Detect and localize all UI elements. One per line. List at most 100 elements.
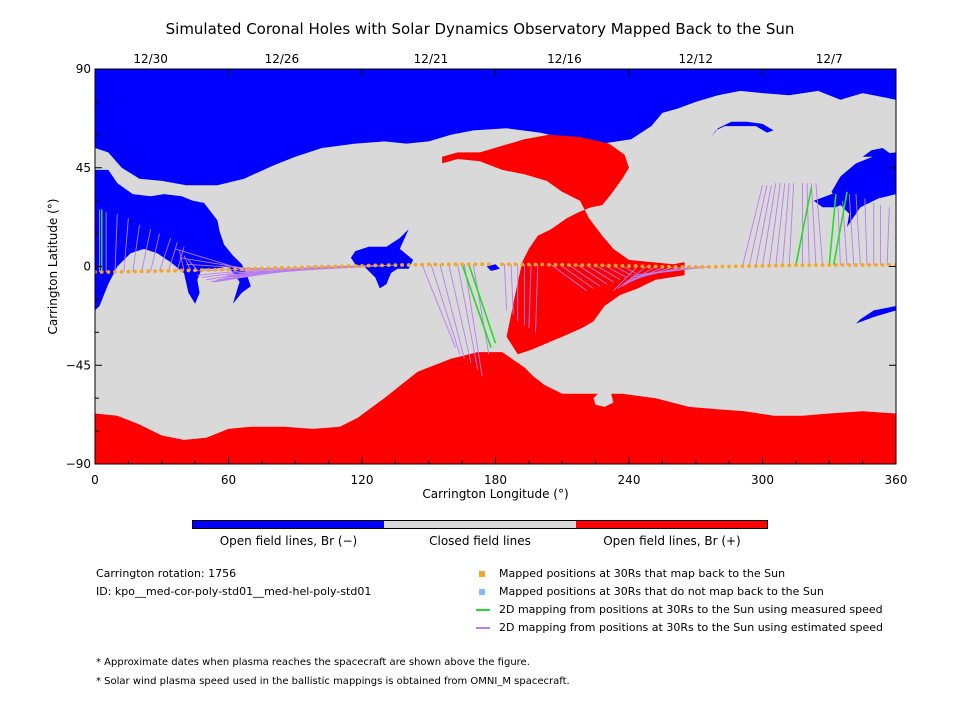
x-tick-label: 360 bbox=[885, 473, 908, 487]
estimated-mapping-line bbox=[179, 251, 185, 271]
mapped-position-point bbox=[326, 264, 331, 269]
mapped-position-point bbox=[653, 264, 658, 269]
mapped-position-point bbox=[560, 262, 565, 267]
mapped-position-point bbox=[607, 263, 611, 268]
mapped-position-point bbox=[580, 263, 585, 268]
open-negative-region bbox=[95, 69, 896, 186]
mapped-position-point bbox=[553, 262, 558, 267]
mapped-position-point bbox=[239, 267, 244, 272]
green-line-icon bbox=[476, 609, 490, 611]
estimated-mapping-line bbox=[176, 246, 185, 271]
mapped-position-point bbox=[647, 264, 651, 269]
mapped-position-point bbox=[466, 262, 471, 267]
mapped-position-point bbox=[366, 263, 371, 268]
mapped-position-point bbox=[273, 266, 278, 270]
mapped-position-point bbox=[660, 264, 665, 269]
y-tick-label: −90 bbox=[66, 457, 91, 471]
colorbar-label-open-negative: Open field lines, Br (−) bbox=[219, 534, 358, 548]
mapped-position-point bbox=[259, 266, 264, 271]
open-positive-region bbox=[95, 352, 896, 464]
mapped-position-point bbox=[687, 265, 691, 269]
estimated-mapping-line bbox=[510, 264, 514, 315]
mapped-position-point bbox=[667, 264, 671, 269]
estimated-mapping-line bbox=[421, 264, 456, 348]
y-tick-label: 0 bbox=[83, 260, 91, 274]
open-negative-region bbox=[855, 306, 896, 324]
estimated-mapping-line bbox=[768, 183, 781, 266]
mapped-position-point bbox=[206, 268, 211, 272]
legend-label: 2D mapping from positions at 30Rs to the… bbox=[499, 603, 883, 616]
mapped-position-point bbox=[213, 267, 218, 272]
mapped-position-point bbox=[333, 264, 338, 269]
mapped-position-point bbox=[246, 267, 251, 271]
mapped-position-point bbox=[834, 263, 838, 267]
legend-label: Mapped positions at 30Rs that do not map… bbox=[499, 585, 824, 598]
estimated-mapping-line bbox=[622, 265, 636, 274]
estimated-mapping-line bbox=[855, 194, 861, 265]
estimated-mapping-line bbox=[755, 185, 772, 266]
blue-square-icon bbox=[479, 589, 485, 595]
mapped-position-point bbox=[313, 265, 318, 269]
mapped-position-point bbox=[166, 268, 171, 273]
mapped-position-point bbox=[720, 264, 725, 269]
mapped-position-point bbox=[807, 263, 812, 268]
carrington-rotation: Carrington rotation: 1756 bbox=[96, 567, 237, 580]
purple-line-icon bbox=[476, 627, 490, 629]
colorbar-closed bbox=[384, 520, 576, 529]
estimated-mapping-line bbox=[457, 264, 479, 370]
estimated-mapping-line bbox=[577, 264, 607, 285]
estimated-mapping-line bbox=[183, 255, 192, 271]
mapped-position-point bbox=[773, 263, 778, 268]
mapped-position-point bbox=[680, 265, 685, 269]
mapped-position-point bbox=[293, 265, 298, 270]
mapped-position-point bbox=[620, 263, 625, 268]
mapped-position-point bbox=[420, 262, 424, 267]
mapped-position-point bbox=[126, 269, 131, 274]
mapped-position-point bbox=[133, 269, 137, 274]
mapped-position-point bbox=[520, 262, 525, 267]
legend-item-mapped: Mapped positions at 30Rs that map back t… bbox=[476, 567, 785, 580]
mapped-position-point bbox=[386, 263, 391, 268]
estimated-mapping-line bbox=[782, 183, 790, 266]
mapped-position-point bbox=[793, 263, 798, 268]
mapped-position-point bbox=[193, 268, 198, 273]
mapped-position-point bbox=[139, 269, 144, 274]
y-tick-label: 45 bbox=[76, 161, 91, 175]
estimated-mapping-line bbox=[186, 263, 256, 270]
mapped-position-point bbox=[406, 263, 411, 267]
mapped-position-point bbox=[753, 263, 758, 268]
legend-label: 2D mapping from positions at 30Rs to the… bbox=[499, 621, 884, 634]
mapped-position-point bbox=[306, 265, 311, 270]
open-positive-region bbox=[442, 134, 685, 355]
mapped-position-point bbox=[640, 264, 645, 269]
x-tick-label: 60 bbox=[221, 473, 236, 487]
mapped-position-point bbox=[320, 264, 324, 269]
mapped-position-point bbox=[814, 263, 818, 268]
estimated-mapping-line bbox=[886, 207, 890, 265]
estimated-mapping-line bbox=[613, 265, 639, 291]
estimated-mapping-line bbox=[132, 224, 140, 272]
estimated-mapping-line bbox=[586, 264, 614, 283]
mapped-position-point bbox=[827, 263, 832, 267]
open-negative-region bbox=[95, 169, 251, 311]
closed-island-region bbox=[535, 367, 567, 379]
footnote-dates: * Approximate dates when plasma reaches … bbox=[96, 657, 530, 668]
measured-mapping-line bbox=[795, 187, 813, 266]
footnote-speed: * Solar wind plasma speed used in the ba… bbox=[96, 676, 570, 687]
estimated-mapping-line bbox=[775, 183, 786, 266]
mapped-position-point bbox=[700, 265, 705, 269]
measured-mapping-line bbox=[461, 264, 492, 348]
closed-island-region bbox=[593, 389, 614, 407]
mapped-position-point bbox=[713, 264, 718, 269]
mapped-position-point bbox=[460, 262, 465, 267]
estimated-mapping-line bbox=[864, 198, 868, 265]
measured-mapping-line bbox=[832, 191, 848, 266]
mapped-position-point bbox=[854, 263, 858, 267]
mapped-position-point bbox=[440, 262, 444, 267]
mapped-position-point bbox=[613, 263, 618, 268]
mapped-position-point bbox=[159, 268, 164, 273]
estimated-mapping-line bbox=[811, 183, 817, 266]
map-regions bbox=[95, 69, 896, 464]
mapped-position-point bbox=[567, 263, 571, 267]
estimated-mapping-line bbox=[568, 264, 601, 287]
